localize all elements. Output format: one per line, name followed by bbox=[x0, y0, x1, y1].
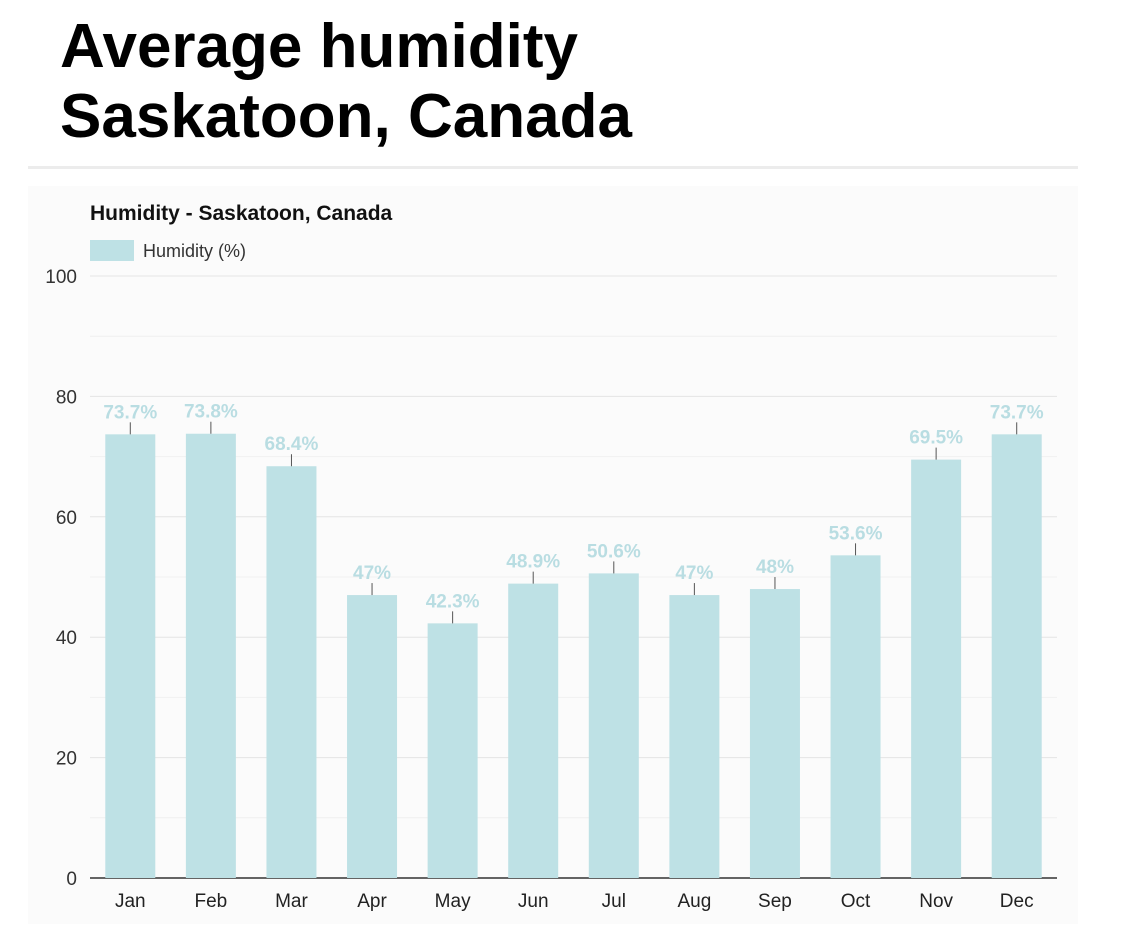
data-label: 69.5% bbox=[909, 428, 963, 449]
title-divider bbox=[28, 166, 1078, 169]
x-tick-label: Jun bbox=[518, 891, 549, 912]
x-tick-label: Feb bbox=[195, 891, 228, 912]
page-title-line-1: Average humidity bbox=[60, 12, 578, 81]
y-tick-label: 0 bbox=[66, 869, 77, 890]
page-title: Average humidity Saskatoon, Canada bbox=[60, 12, 632, 152]
data-label: 73.8% bbox=[184, 402, 238, 423]
data-label: 73.7% bbox=[103, 402, 157, 423]
y-tick-label: 80 bbox=[56, 387, 77, 408]
x-tick-label: Dec bbox=[1000, 891, 1034, 912]
data-label: 50.6% bbox=[587, 541, 641, 562]
y-tick-label: 20 bbox=[56, 749, 77, 770]
bar bbox=[588, 573, 639, 878]
x-tick-label: Jan bbox=[115, 891, 146, 912]
x-tick-label: May bbox=[435, 891, 471, 912]
data-label: 47% bbox=[675, 563, 713, 584]
y-tick-label: 100 bbox=[45, 267, 77, 288]
chart-title: Humidity - Saskatoon, Canada bbox=[90, 202, 393, 225]
bar bbox=[185, 433, 236, 878]
bar bbox=[427, 623, 478, 878]
x-tick-label: Sep bbox=[758, 891, 792, 912]
bar bbox=[347, 595, 398, 878]
data-label: 68.4% bbox=[265, 434, 319, 455]
data-label: 48% bbox=[756, 557, 794, 578]
legend-label: Humidity (%) bbox=[143, 241, 246, 261]
bar bbox=[830, 555, 881, 878]
bar bbox=[991, 434, 1042, 878]
data-label: 73.7% bbox=[990, 402, 1044, 423]
bar bbox=[749, 589, 800, 878]
bar bbox=[266, 466, 317, 878]
bar bbox=[911, 459, 962, 878]
data-label: 47% bbox=[353, 563, 391, 584]
bar bbox=[105, 434, 156, 878]
legend-swatch bbox=[90, 240, 134, 261]
y-tick-label: 60 bbox=[56, 508, 77, 529]
y-tick-label: 40 bbox=[56, 628, 77, 649]
page-title-line-2: Saskatoon, Canada bbox=[60, 82, 632, 151]
data-label: 42.3% bbox=[426, 591, 480, 612]
x-tick-label: Oct bbox=[841, 891, 871, 912]
x-tick-label: Apr bbox=[357, 891, 387, 912]
data-label: 53.6% bbox=[829, 523, 883, 544]
x-tick-label: Jul bbox=[602, 891, 626, 912]
bar bbox=[508, 583, 559, 878]
bar bbox=[669, 595, 720, 878]
x-tick-label: Mar bbox=[275, 891, 308, 912]
data-label: 48.9% bbox=[506, 552, 560, 573]
x-tick-label: Nov bbox=[919, 891, 953, 912]
x-tick-label: Aug bbox=[677, 891, 711, 912]
